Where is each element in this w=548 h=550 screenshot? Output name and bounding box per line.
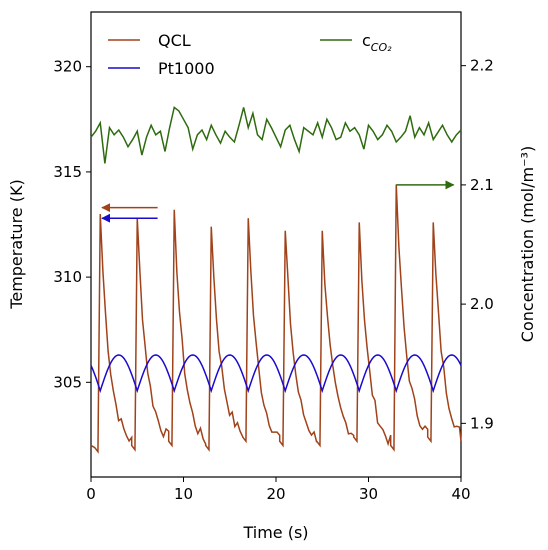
legend-label-co2: cCO₂ xyxy=(362,31,392,54)
x-tick-label: 40 xyxy=(451,485,470,503)
legend-co2-subscript: CO₂ xyxy=(371,41,392,54)
series-pt1000-line xyxy=(90,354,462,394)
left-y-tick-label: 315 xyxy=(53,163,82,181)
x-axis-label: Time (s) xyxy=(242,523,308,542)
plot-frame xyxy=(90,11,462,478)
left-y-tick-label: 305 xyxy=(53,373,82,391)
right-y-tick-label: 1.9 xyxy=(470,414,494,432)
legend-co2-main: c xyxy=(362,31,371,50)
right-y-axis-ticks: 1.9 2.0 2.1 2.2 xyxy=(461,57,494,432)
x-tick-label: 20 xyxy=(266,485,285,503)
x-axis-ticks: 0 10 20 30 40 xyxy=(86,477,471,503)
legend-label-qcl: QCL xyxy=(158,31,191,50)
right-y-axis-label: Concentration (mol/m⁻³) xyxy=(518,146,537,342)
right-y-tick-label: 2.0 xyxy=(470,295,494,313)
series-co2-line xyxy=(90,106,462,164)
left-y-tick-label: 310 xyxy=(53,268,82,286)
left-y-tick-label: 320 xyxy=(53,58,82,76)
x-tick-label: 10 xyxy=(174,485,193,503)
left-y-axis-ticks: 305 310 315 320 xyxy=(53,58,91,391)
x-tick-label: 0 xyxy=(86,485,96,503)
legend-label-pt1000: Pt1000 xyxy=(158,59,215,78)
right-y-tick-label: 2.2 xyxy=(470,57,494,75)
left-y-axis-label: Temperature (K) xyxy=(7,179,26,309)
x-tick-label: 30 xyxy=(359,485,378,503)
series-qcl-line xyxy=(90,184,462,454)
right-y-tick-label: 2.1 xyxy=(470,176,494,194)
legend: QCL Pt1000 cCO₂ xyxy=(108,31,392,78)
